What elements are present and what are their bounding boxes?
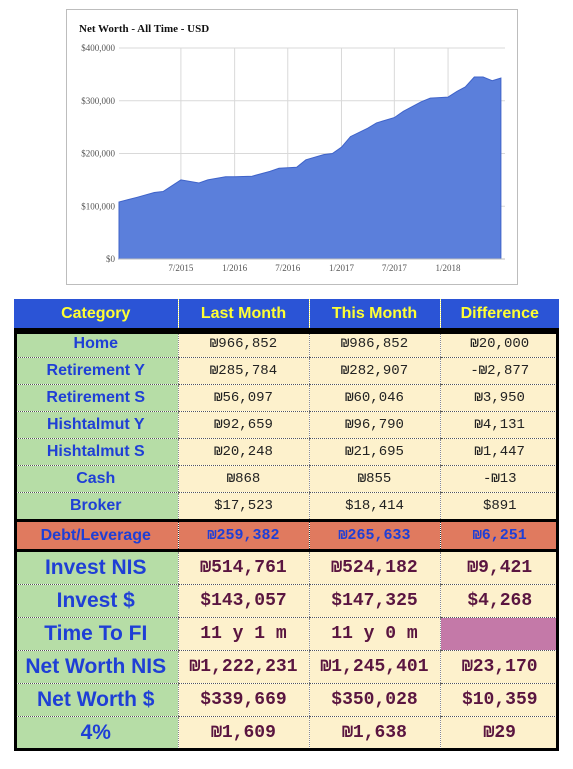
header-last-month: Last Month — [177, 299, 309, 331]
cell-last-month: ₪1,609 — [177, 716, 309, 750]
y-tick-label: $100,000 — [81, 201, 115, 211]
x-tick-label: 1/2018 — [436, 263, 462, 273]
header-this-month: This Month — [308, 299, 440, 331]
cell-last-month: ₪868 — [177, 465, 309, 493]
cell-this-month: 11 y 0 m — [308, 617, 440, 651]
header-difference: Difference — [439, 299, 559, 331]
summary-row: Invest NIS ₪514,761 ₪524,182 ₪9,421 — [14, 550, 559, 585]
net-worth-area — [118, 76, 502, 260]
summary-row: Time To FI 11 y 1 m 11 y 0 m — [14, 617, 559, 651]
cell-this-month: ₪96,790 — [308, 411, 440, 439]
cell-difference: ₪29 — [439, 716, 559, 750]
cell-category: Retirement Y — [14, 357, 178, 385]
table-row: Home ₪966,852 ₪986,852 ₪20,000 — [14, 329, 559, 358]
table-header-row: Category Last Month This Month Differenc… — [14, 299, 559, 331]
cell-category: Home — [14, 329, 178, 358]
cell-difference: ₪23,170 — [439, 650, 559, 684]
cell-this-month: ₪855 — [308, 465, 440, 493]
cell-difference: ₪3,950 — [439, 384, 559, 412]
table-row: Hishtalmut S ₪20,248 ₪21,695 ₪1,447 — [14, 438, 559, 466]
cell-this-month: ₪21,695 — [308, 438, 440, 466]
cell-last-month: ₪20,248 — [177, 438, 309, 466]
y-tick-label: $400,000 — [81, 43, 115, 53]
net-worth-table: Category Last Month This Month Differenc… — [14, 299, 559, 750]
cell-this-month: ₪1,245,401 — [308, 650, 440, 684]
net-worth-area-chart: Net Worth - All Time - USD $0 $100,000 $200… — [79, 23, 505, 273]
table-row: Retirement S ₪56,097 ₪60,046 ₪3,950 — [14, 384, 559, 412]
cell-difference: ₪20,000 — [439, 329, 559, 358]
x-tick-label: 1/2016 — [222, 263, 248, 273]
cell-difference: ₪9,421 — [439, 550, 559, 585]
cell-last-month: $17,523 — [177, 492, 309, 521]
header-category: Category — [14, 299, 178, 331]
chart-title: Net Worth - All Time - USD — [79, 23, 209, 35]
cell-category: Net Worth NIS — [14, 650, 178, 684]
cell-category: Cash — [14, 465, 178, 493]
cell-difference: $10,359 — [439, 683, 559, 717]
cell-category: Broker — [14, 492, 178, 521]
cell-difference: $4,268 — [439, 584, 559, 618]
cell-last-month: ₪259,382 — [177, 519, 309, 552]
cell-difference: -₪13 — [439, 465, 559, 493]
x-tick-label: 7/2016 — [275, 263, 301, 273]
cell-category: Retirement S — [14, 384, 178, 412]
y-tick-label: $300,000 — [81, 96, 115, 106]
summary-row: Net Worth NIS ₪1,222,231 ₪1,245,401 ₪23,170 — [14, 650, 559, 684]
cell-category: Net Worth $ — [14, 683, 178, 717]
cell-last-month: ₪285,784 — [177, 357, 309, 385]
y-tick-label: $200,000 — [81, 149, 115, 159]
summary-row: Invest $ $143,057 $147,325 $4,268 — [14, 584, 559, 618]
cell-last-month: 11 y 1 m — [177, 617, 309, 651]
cell-category: 4% — [14, 716, 178, 750]
y-tick-label: $0 — [106, 254, 116, 264]
cell-this-month: $147,325 — [308, 584, 440, 618]
cell-category: Time To FI — [14, 617, 178, 651]
cell-last-month: $339,669 — [177, 683, 309, 717]
net-worth-chart-panel: Net Worth - All Time - USD $0 $100,000 $200… — [66, 9, 518, 285]
cell-category: Hishtalmut Y — [14, 411, 178, 439]
cell-difference: $891 — [439, 492, 559, 521]
cell-category: Hishtalmut S — [14, 438, 178, 466]
table-row: Cash ₪868 ₪855 -₪13 — [14, 465, 559, 493]
cell-last-month: $143,057 — [177, 584, 309, 618]
cell-this-month: ₪524,182 — [308, 550, 440, 585]
cell-this-month: ₪986,852 — [308, 329, 440, 358]
table-row: Hishtalmut Y ₪92,659 ₪96,790 ₪4,131 — [14, 411, 559, 439]
cell-this-month: ₪1,638 — [308, 716, 440, 750]
cell-category: Debt/Leverage — [14, 519, 178, 552]
x-tick-label: 7/2015 — [168, 263, 194, 273]
cell-category: Invest NIS — [14, 550, 178, 585]
cell-last-month: ₪1,222,231 — [177, 650, 309, 684]
cell-last-month: ₪56,097 — [177, 384, 309, 412]
x-tick-label: 1/2017 — [329, 263, 355, 273]
cell-category: Invest $ — [14, 584, 178, 618]
cell-this-month: ₪265,633 — [308, 519, 440, 552]
cell-this-month: ₪282,907 — [308, 357, 440, 385]
table-row: Broker $17,523 $18,414 $891 — [14, 492, 559, 521]
cell-last-month: ₪966,852 — [177, 329, 309, 358]
debt-row: Debt/Leverage ₪259,382 ₪265,633 ₪6,251 — [14, 519, 559, 552]
cell-difference: ₪6,251 — [439, 519, 559, 552]
cell-this-month: $350,028 — [308, 683, 440, 717]
cell-last-month: ₪514,761 — [177, 550, 309, 585]
cell-difference: ₪4,131 — [439, 411, 559, 439]
cell-this-month: ₪60,046 — [308, 384, 440, 412]
cell-difference — [439, 617, 559, 651]
summary-row: Net Worth $ $339,669 $350,028 $10,359 — [14, 683, 559, 717]
x-tick-label: 7/2017 — [382, 263, 408, 273]
summary-row: 4% ₪1,609 ₪1,638 ₪29 — [14, 716, 559, 750]
cell-last-month: ₪92,659 — [177, 411, 309, 439]
cell-difference: -₪2,877 — [439, 357, 559, 385]
table-row: Retirement Y ₪285,784 ₪282,907 -₪2,877 — [14, 357, 559, 385]
cell-this-month: $18,414 — [308, 492, 440, 521]
cell-difference: ₪1,447 — [439, 438, 559, 466]
